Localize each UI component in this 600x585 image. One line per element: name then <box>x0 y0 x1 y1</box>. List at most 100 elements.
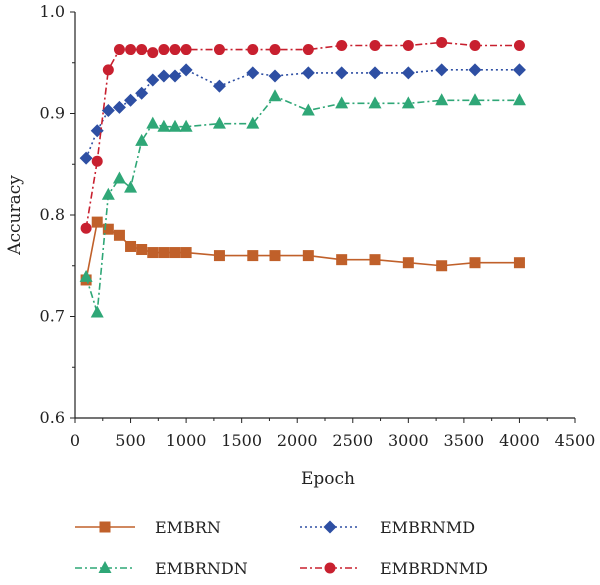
data-point-embrnmd <box>101 103 115 117</box>
data-point-embrndn <box>212 116 226 129</box>
data-point-embrnmd <box>212 79 226 93</box>
data-point-embrdnmd <box>180 44 192 56</box>
data-point-embrnmd <box>79 151 93 165</box>
axes: 0 500 1000 1500 2000 2500 3000 3500 4000 4500 0.6 0… <box>40 2 596 450</box>
data-point-embrndn <box>246 116 260 129</box>
data-point-embrn <box>469 257 481 269</box>
x-tick-label: 0 <box>70 431 80 450</box>
data-point-embrdnmd <box>158 44 170 56</box>
data-point-embrn <box>125 240 137 252</box>
data-point-embrn <box>436 260 448 272</box>
series-embrnmd <box>79 63 526 165</box>
data-point-embrndn <box>401 96 415 109</box>
data-point-embrnmd <box>468 63 482 77</box>
y-tick-label: 0.7 <box>40 307 65 326</box>
data-point-embrndn <box>368 96 382 109</box>
data-point-embrdnmd <box>436 36 448 48</box>
data-point-embrnmd <box>368 66 382 80</box>
data-point-embrnmd <box>301 66 315 80</box>
data-point-embrn <box>147 247 159 259</box>
legend-item-embrnmd: EMBRNMD <box>300 518 475 537</box>
x-tick-label: 2500 <box>332 431 373 450</box>
data-point-embrnmd <box>168 69 182 83</box>
data-point-embrn <box>336 254 348 266</box>
data-point-embrdnmd <box>125 44 137 56</box>
legend-item-embrdnmd: EMBRDNMD <box>300 559 488 578</box>
data-point-embrn <box>213 250 225 262</box>
data-point-embrn <box>158 247 170 259</box>
y-tick-label: 0.9 <box>40 104 65 123</box>
data-point-embrdnmd <box>213 44 225 56</box>
data-point-embrndn <box>335 96 349 109</box>
x-tick-label: 1500 <box>221 431 262 450</box>
data-point-embrndn <box>79 269 93 282</box>
data-point-embrn <box>102 223 114 235</box>
data-point-embrndn <box>512 93 526 106</box>
data-point-embrndn <box>101 187 115 200</box>
legend-item-embrndn: EMBRNDN <box>75 559 248 578</box>
data-point-embrnmd <box>90 124 104 138</box>
data-point-embrnmd <box>157 69 171 83</box>
series-embrndn <box>79 89 526 318</box>
x-tick-label: 3000 <box>388 431 429 450</box>
data-point-embrnmd <box>146 73 160 87</box>
data-point-embrn <box>369 254 381 266</box>
data-point-embrndn <box>168 119 182 132</box>
legend-label-embrnmd: EMBRNMD <box>380 518 475 537</box>
legend-marker-embrndn <box>98 561 112 573</box>
data-point-embrndn <box>468 93 482 106</box>
x-axis-title: Epoch <box>301 469 355 489</box>
data-point-embrnmd <box>246 66 260 80</box>
data-point-embrdnmd <box>513 39 525 51</box>
series-layer <box>79 36 526 318</box>
data-point-embrn <box>269 250 281 262</box>
data-point-embrn <box>302 250 314 262</box>
legend-label-embrn: EMBRN <box>155 518 221 537</box>
data-point-embrdnmd <box>136 44 148 56</box>
data-point-embrn <box>91 216 103 228</box>
data-point-embrdnmd <box>169 44 181 56</box>
data-point-embrnmd <box>112 100 126 114</box>
data-point-embrdnmd <box>469 39 481 51</box>
data-point-embrdnmd <box>369 39 381 51</box>
data-point-embrnmd <box>268 69 282 83</box>
legend: EMBRN EMBRNMD EMBRNDN EMBRDNMD <box>75 518 488 578</box>
data-point-embrndn <box>112 171 126 184</box>
data-point-embrndn <box>268 89 282 102</box>
y-axis-title: Accuracy <box>5 175 25 256</box>
x-tick-label: 2000 <box>277 431 318 450</box>
data-point-embrn <box>402 257 414 269</box>
data-point-embrndn <box>435 93 449 106</box>
data-point-embrnmd <box>135 86 149 100</box>
data-point-embrnmd <box>179 63 193 77</box>
data-point-embrdnmd <box>102 64 114 76</box>
legend-label-embrndn: EMBRNDN <box>155 559 248 578</box>
data-point-embrn <box>169 247 181 259</box>
x-tick-label: 4500 <box>555 431 596 450</box>
data-point-embrndn <box>301 103 315 116</box>
data-point-embrnmd <box>335 66 349 80</box>
legend-label-embrdnmd: EMBRDNMD <box>380 559 488 578</box>
data-point-embrnmd <box>512 63 526 77</box>
data-point-embrnmd <box>124 93 138 107</box>
data-point-embrdnmd <box>402 39 414 51</box>
legend-item-embrn: EMBRN <box>75 518 221 537</box>
data-point-embrndn <box>90 305 104 318</box>
data-point-embrdnmd <box>302 44 314 56</box>
x-tick-label: 1000 <box>166 431 207 450</box>
data-point-embrdnmd <box>336 39 348 51</box>
x-tick-label: 3500 <box>444 431 485 450</box>
x-tick-label: 500 <box>115 431 146 450</box>
data-point-embrnmd <box>401 66 415 80</box>
data-point-embrdnmd <box>269 44 281 56</box>
data-point-embrnmd <box>435 63 449 77</box>
data-point-embrndn <box>179 119 193 132</box>
y-tick-label: 1.0 <box>40 2 65 21</box>
data-point-embrn <box>180 247 192 259</box>
data-point-embrn <box>113 229 125 241</box>
series-embrdnmd <box>80 36 525 234</box>
x-tick-label: 4000 <box>499 431 540 450</box>
series-line-embrdnmd <box>85 41 520 229</box>
data-point-embrdnmd <box>80 222 92 234</box>
